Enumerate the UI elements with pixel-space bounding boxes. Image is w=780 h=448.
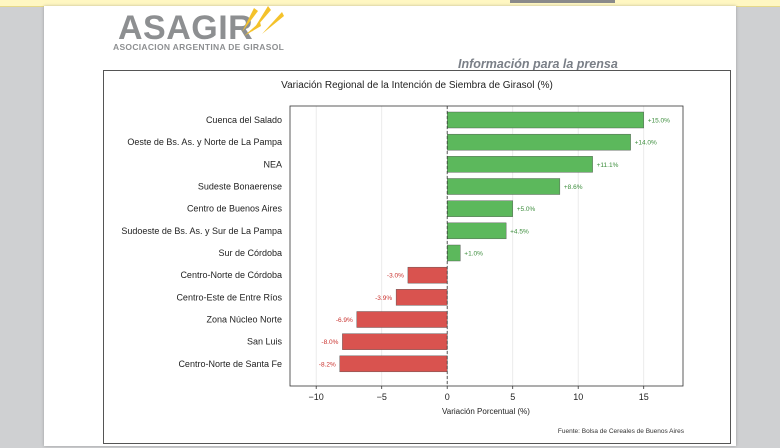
category-label: Sudoeste de Bs. As. y Sur de La Pampa bbox=[121, 226, 282, 236]
sunflower-rays-icon bbox=[242, 6, 284, 36]
bar-value-label: -3.0% bbox=[387, 273, 404, 280]
category-label: Centro-Este de Entre Ríos bbox=[176, 292, 282, 302]
x-tick-label: 0 bbox=[445, 392, 450, 402]
bar bbox=[447, 244, 461, 262]
category-label: Centro de Buenos Aires bbox=[187, 204, 283, 214]
plot-area-frame bbox=[289, 105, 684, 387]
bar-value-label: +4.5% bbox=[510, 228, 529, 235]
bar bbox=[342, 333, 448, 350]
bar-value-label: +1.0% bbox=[464, 251, 483, 258]
bar bbox=[356, 311, 448, 328]
source-note: Fuente: Bolsa de Cereales de Buenos Aire… bbox=[558, 428, 685, 435]
bar bbox=[395, 289, 448, 306]
x-tick-label: 10 bbox=[573, 392, 583, 402]
x-tick-label: 15 bbox=[639, 392, 649, 402]
bar bbox=[447, 156, 593, 173]
chart-frame: Variación Regional de la Intención de Si… bbox=[103, 70, 731, 444]
bar-value-label: +14.0% bbox=[635, 140, 657, 147]
x-tick-label: 5 bbox=[510, 392, 515, 402]
bar-value-label: -3.9% bbox=[375, 295, 392, 302]
category-label: Centro-Norte de Santa Fe bbox=[178, 359, 282, 369]
category-label: NEA bbox=[263, 159, 282, 169]
bar-value-label: +11.1% bbox=[597, 162, 619, 169]
x-tick-label: −10 bbox=[309, 392, 324, 402]
bar bbox=[447, 133, 631, 151]
bar bbox=[407, 266, 448, 284]
bar bbox=[447, 178, 561, 195]
chart-title: Variación Regional de la Intención de Si… bbox=[281, 80, 553, 91]
category-label: Zona Núcleo Norte bbox=[206, 315, 282, 325]
category-label: Centro-Norte de Córdoba bbox=[180, 270, 282, 280]
bar-value-label: -6.9% bbox=[336, 317, 353, 324]
press-label: Información para la prensa bbox=[458, 57, 618, 71]
bar-value-label: -8.0% bbox=[321, 339, 338, 346]
bar-value-label: +8.6% bbox=[564, 184, 583, 191]
category-label: Cuenca del Salado bbox=[206, 115, 282, 125]
bar bbox=[447, 111, 644, 129]
bar-value-label: -8.2% bbox=[319, 361, 336, 368]
x-tick-label: −5 bbox=[377, 392, 387, 402]
asagir-logo: ASAGIR bbox=[118, 9, 254, 47]
bar-value-label: +5.0% bbox=[517, 206, 536, 213]
x-axis-label: Variación Porcentual (%) bbox=[442, 407, 530, 416]
bar bbox=[447, 222, 507, 240]
category-label: Sur de Córdoba bbox=[218, 248, 282, 258]
logo-subtitle: ASOCIACION ARGENTINA DE GIRASOL bbox=[113, 42, 285, 52]
top-bar-tab[interactable] bbox=[510, 0, 615, 3]
bar bbox=[339, 355, 448, 373]
document-page: ASAGIR ASOCIACION ARGENTINA DE GIRASOL I… bbox=[44, 6, 736, 446]
bar-chart: Variación Regional de la Intención de Si… bbox=[121, 80, 685, 435]
category-label: San Luis bbox=[247, 337, 283, 347]
category-label: Sudeste Bonaerense bbox=[198, 182, 282, 192]
bar bbox=[447, 200, 513, 217]
category-label: Oeste de Bs. As. y Norte de La Pampa bbox=[127, 137, 282, 147]
bar-value-label: +15.0% bbox=[648, 118, 670, 125]
